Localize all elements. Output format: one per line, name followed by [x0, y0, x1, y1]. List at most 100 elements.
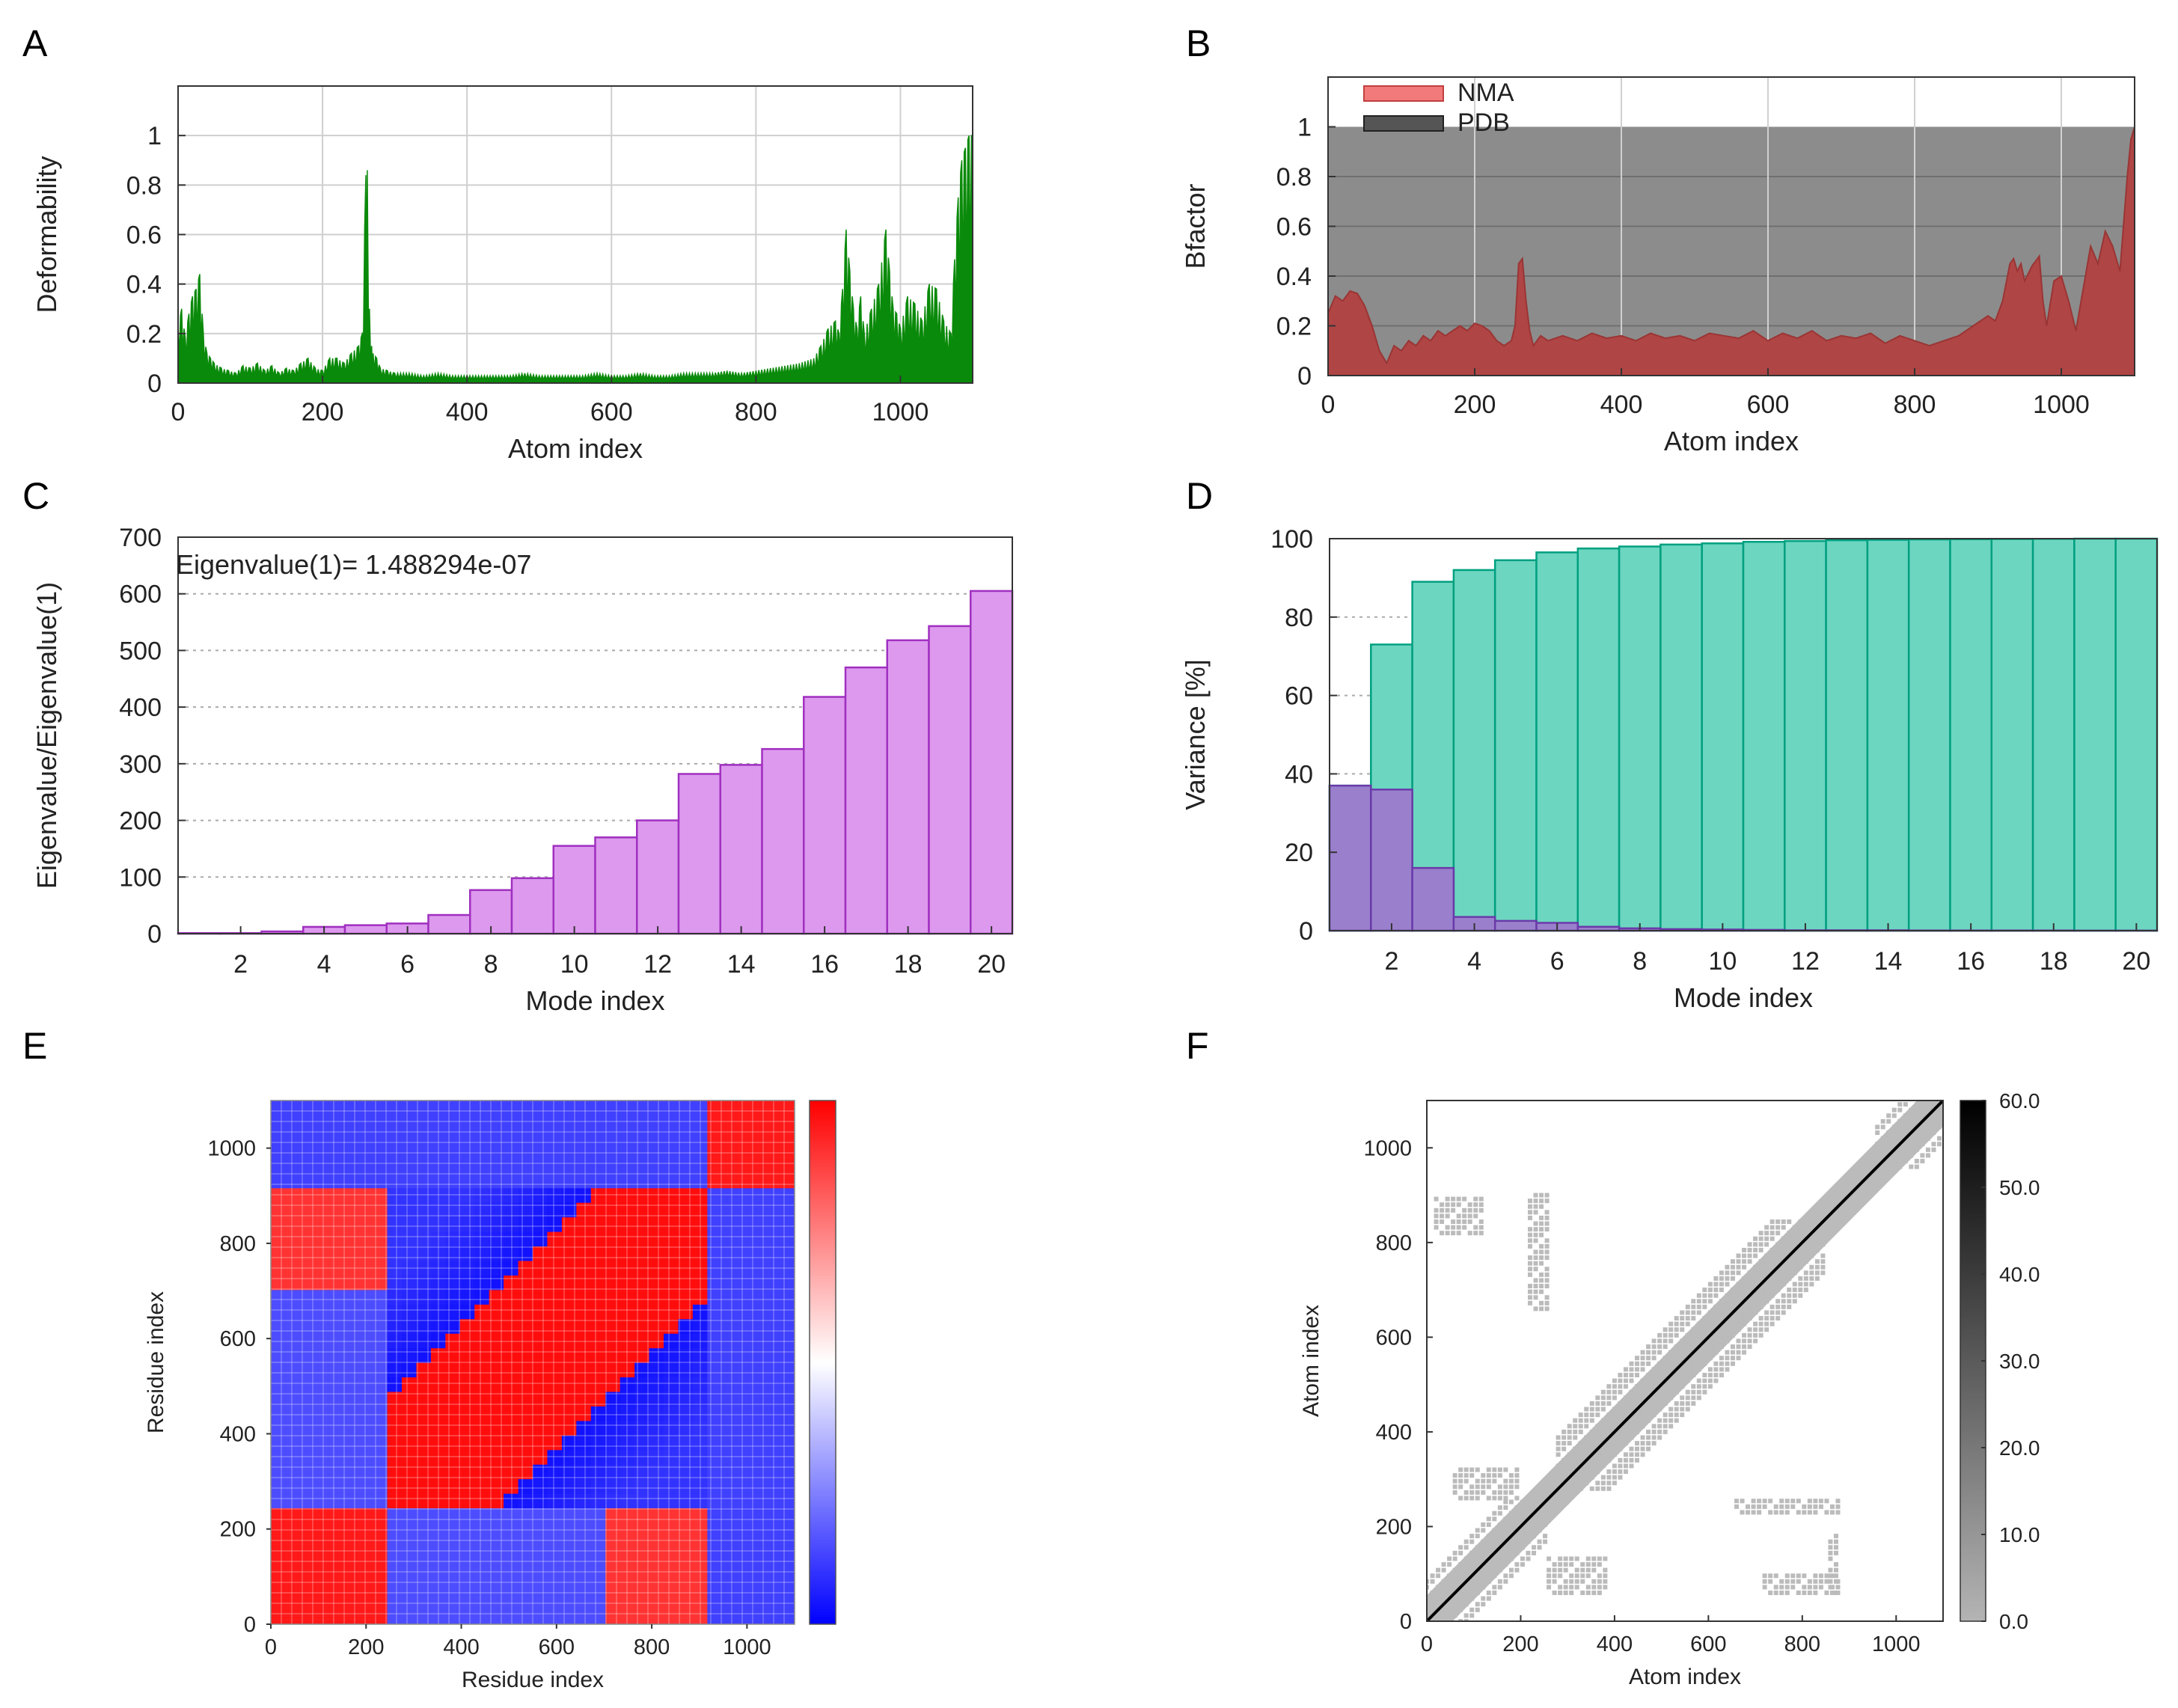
heatmap-cell [620, 1537, 635, 1552]
heatmap-cell [736, 1537, 752, 1552]
heatmap-cell [634, 1406, 650, 1421]
heatmap-cell [416, 1391, 432, 1407]
heatmap-cell [547, 1333, 563, 1349]
heatmap-cell [605, 1289, 621, 1305]
heatmap-cell [664, 1464, 679, 1480]
contact-point [1629, 1424, 1634, 1429]
heatmap-cell [780, 1275, 795, 1291]
heatmap-cell [445, 1464, 461, 1480]
contact-point [1651, 1424, 1657, 1429]
contact-point [1528, 1243, 1532, 1249]
contact-point [1736, 1344, 1741, 1350]
heatmap-cell [504, 1406, 519, 1421]
heatmap-cell [576, 1289, 592, 1305]
heatmap-cell [576, 1391, 592, 1407]
contact-point [1886, 1164, 1891, 1169]
heatmap-cell [634, 1566, 650, 1582]
contact-point [1612, 1435, 1617, 1440]
contact-point [1552, 1562, 1557, 1567]
y-tick-label: 800 [1376, 1231, 1412, 1255]
contact-point [1713, 1344, 1719, 1350]
contact-point [1764, 1310, 1769, 1315]
contact-point [1533, 1221, 1538, 1226]
heatmap-cell [736, 1304, 752, 1320]
contact-point [1764, 1264, 1769, 1270]
heatmap-cell [271, 1289, 287, 1305]
y-tick-label: 400 [220, 1422, 256, 1446]
heatmap-cell [387, 1260, 403, 1276]
contact-point [1578, 1429, 1583, 1434]
heatmap-cell [736, 1101, 752, 1116]
contact-point [1514, 1478, 1520, 1484]
heatmap-cell [620, 1566, 635, 1582]
heatmap-cell [373, 1216, 388, 1232]
heatmap-cell [387, 1304, 403, 1320]
heatmap-cell [430, 1580, 446, 1596]
contact-point [1612, 1452, 1617, 1457]
heatmap-cell [736, 1609, 752, 1624]
heatmap-cell [533, 1449, 548, 1465]
contact-point [1635, 1441, 1640, 1446]
contact-point [1802, 1585, 1807, 1590]
heatmap-cell [343, 1449, 359, 1465]
contact-point [1798, 1253, 1803, 1258]
heatmap-cell [664, 1609, 679, 1624]
contact-point [1612, 1412, 1617, 1418]
contact-point [1469, 1550, 1475, 1555]
contact-point [1481, 1602, 1486, 1607]
heatmap-cell [343, 1129, 359, 1145]
contact-point [1436, 1591, 1441, 1596]
heatmap-cell [736, 1464, 752, 1480]
heatmap-cell [721, 1101, 737, 1116]
contact-point [1467, 1202, 1472, 1207]
heatmap-cell [489, 1347, 504, 1363]
heatmap-cell [721, 1333, 737, 1349]
contact-point [1533, 1306, 1538, 1311]
contact-point [1623, 1407, 1628, 1412]
contact-point [1807, 1504, 1812, 1509]
heatmap-cell [533, 1377, 548, 1392]
contact-point [1556, 1446, 1561, 1451]
heatmap-cell [533, 1246, 548, 1261]
heatmap-cell [416, 1246, 432, 1261]
contact-point [1768, 1591, 1773, 1596]
contact-point [1447, 1562, 1452, 1567]
heatmap-cell [402, 1173, 417, 1189]
heatmap-cell [678, 1260, 694, 1276]
contact-point [1931, 1118, 1936, 1124]
contact-point [1612, 1407, 1617, 1412]
contact-point [1584, 1407, 1589, 1412]
heatmap-cell [445, 1187, 461, 1203]
heatmap-cell [576, 1187, 592, 1203]
contact-point [1595, 1407, 1600, 1412]
heatmap-cell [533, 1216, 548, 1232]
y-tick-label: 600 [1376, 1326, 1412, 1350]
heatmap-cell [358, 1580, 373, 1596]
contact-points [1427, 1101, 1943, 1621]
contact-point [1508, 1550, 1514, 1555]
contact-point [1552, 1573, 1557, 1579]
contact-point [1758, 1332, 1763, 1338]
heatmap-cell [649, 1115, 664, 1130]
heatmap-cell [343, 1537, 359, 1552]
contact-point [1591, 1556, 1597, 1561]
heatmap-cell [459, 1115, 475, 1130]
contact-point [1635, 1446, 1640, 1451]
contact-point [1456, 1225, 1461, 1230]
heatmap-cell [271, 1115, 287, 1130]
contact-point [1539, 1284, 1544, 1289]
contact-point [1486, 1550, 1491, 1555]
heatmap-cell [402, 1202, 417, 1218]
contact-point [1680, 1344, 1685, 1350]
heatmap-cell [299, 1129, 315, 1145]
heatmap-cell [664, 1580, 679, 1596]
heatmap-cell [692, 1493, 708, 1509]
heatmap-cell [664, 1420, 679, 1436]
contact-point [1508, 1567, 1514, 1573]
heatmap-cell [576, 1566, 592, 1582]
contact-point [1618, 1412, 1623, 1418]
heatmap-cell [504, 1231, 519, 1247]
heatmap-cell [373, 1129, 388, 1145]
heatmap-cell [590, 1260, 606, 1276]
contact-point [1734, 1499, 1739, 1504]
